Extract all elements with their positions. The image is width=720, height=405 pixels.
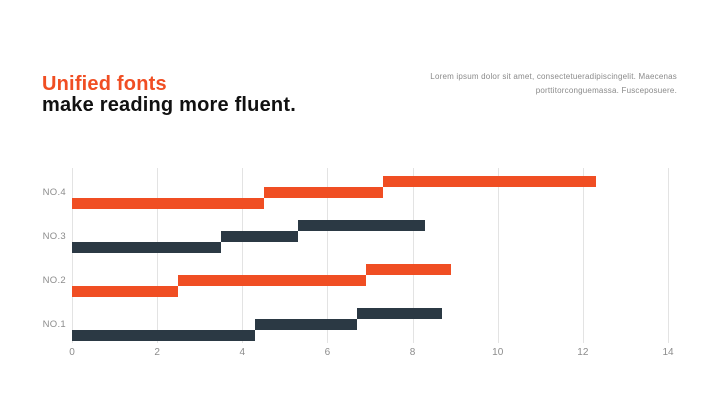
gridline-x-0 (72, 168, 73, 343)
category-label-no-4: NO.4 (42, 186, 66, 198)
gridline-x-8 (412, 168, 414, 343)
description-text: Lorem ipsum dolor sit amet, consectetuer… (430, 70, 677, 98)
x-axis-tick-label-14: 14 (662, 347, 674, 358)
bar-segment-no-3-2 (221, 231, 298, 242)
x-axis-tick-label-2: 2 (154, 347, 160, 358)
x-axis-tick-label-0: 0 (69, 347, 75, 358)
bar-segment-no-2-3 (365, 264, 451, 275)
bar-segment-no-1-3 (357, 308, 443, 319)
bar-segment-no-4-1 (72, 198, 264, 209)
category-label-no-2: NO.2 (42, 274, 66, 286)
x-axis-tick-label-6: 6 (324, 347, 331, 358)
bar-segment-no-1-1 (72, 330, 256, 341)
gridline-x-14 (668, 168, 669, 343)
x-axis-tick-label-4: 4 (239, 347, 246, 358)
category-label-no-3: NO.3 (42, 230, 66, 242)
stepped-bar-chart: 0 2 4 6 8 10 12 14 NO.4 NO.3 NO.2 NO.1 (43, 168, 674, 358)
x-axis-tick-label-12: 12 (577, 347, 589, 358)
description-line-1: Lorem ipsum dolor sit amet, consectetuer… (430, 72, 677, 81)
bar-segment-no-2-2 (178, 275, 366, 286)
gridline-x-2 (157, 168, 159, 343)
bar-segment-no-1-2 (255, 319, 358, 330)
x-axis-tick-label-8: 8 (409, 347, 416, 358)
slide-title-main-line: make reading more fluent. (42, 94, 296, 116)
bar-segment-no-4-2 (263, 187, 383, 198)
bar-segment-no-3-3 (297, 220, 426, 231)
slide-title: Unified fonts make reading more fluent. (42, 74, 296, 116)
description-line-2: porttitorconguemassa. Fusceposuere. (535, 86, 677, 95)
gridline-x-6 (327, 168, 329, 343)
gridline-x-12 (582, 168, 584, 343)
x-axis-tick-label-10: 10 (492, 347, 504, 358)
category-label-no-1: NO.1 (42, 318, 66, 330)
bar-segment-no-3-1 (72, 242, 221, 253)
bar-segment-no-4-3 (382, 176, 596, 187)
gridline-x-4 (242, 168, 244, 343)
slide-title-accent-line: Unified fonts (42, 73, 167, 95)
gridline-x-10 (497, 168, 499, 343)
bar-segment-no-2-1 (72, 286, 179, 297)
